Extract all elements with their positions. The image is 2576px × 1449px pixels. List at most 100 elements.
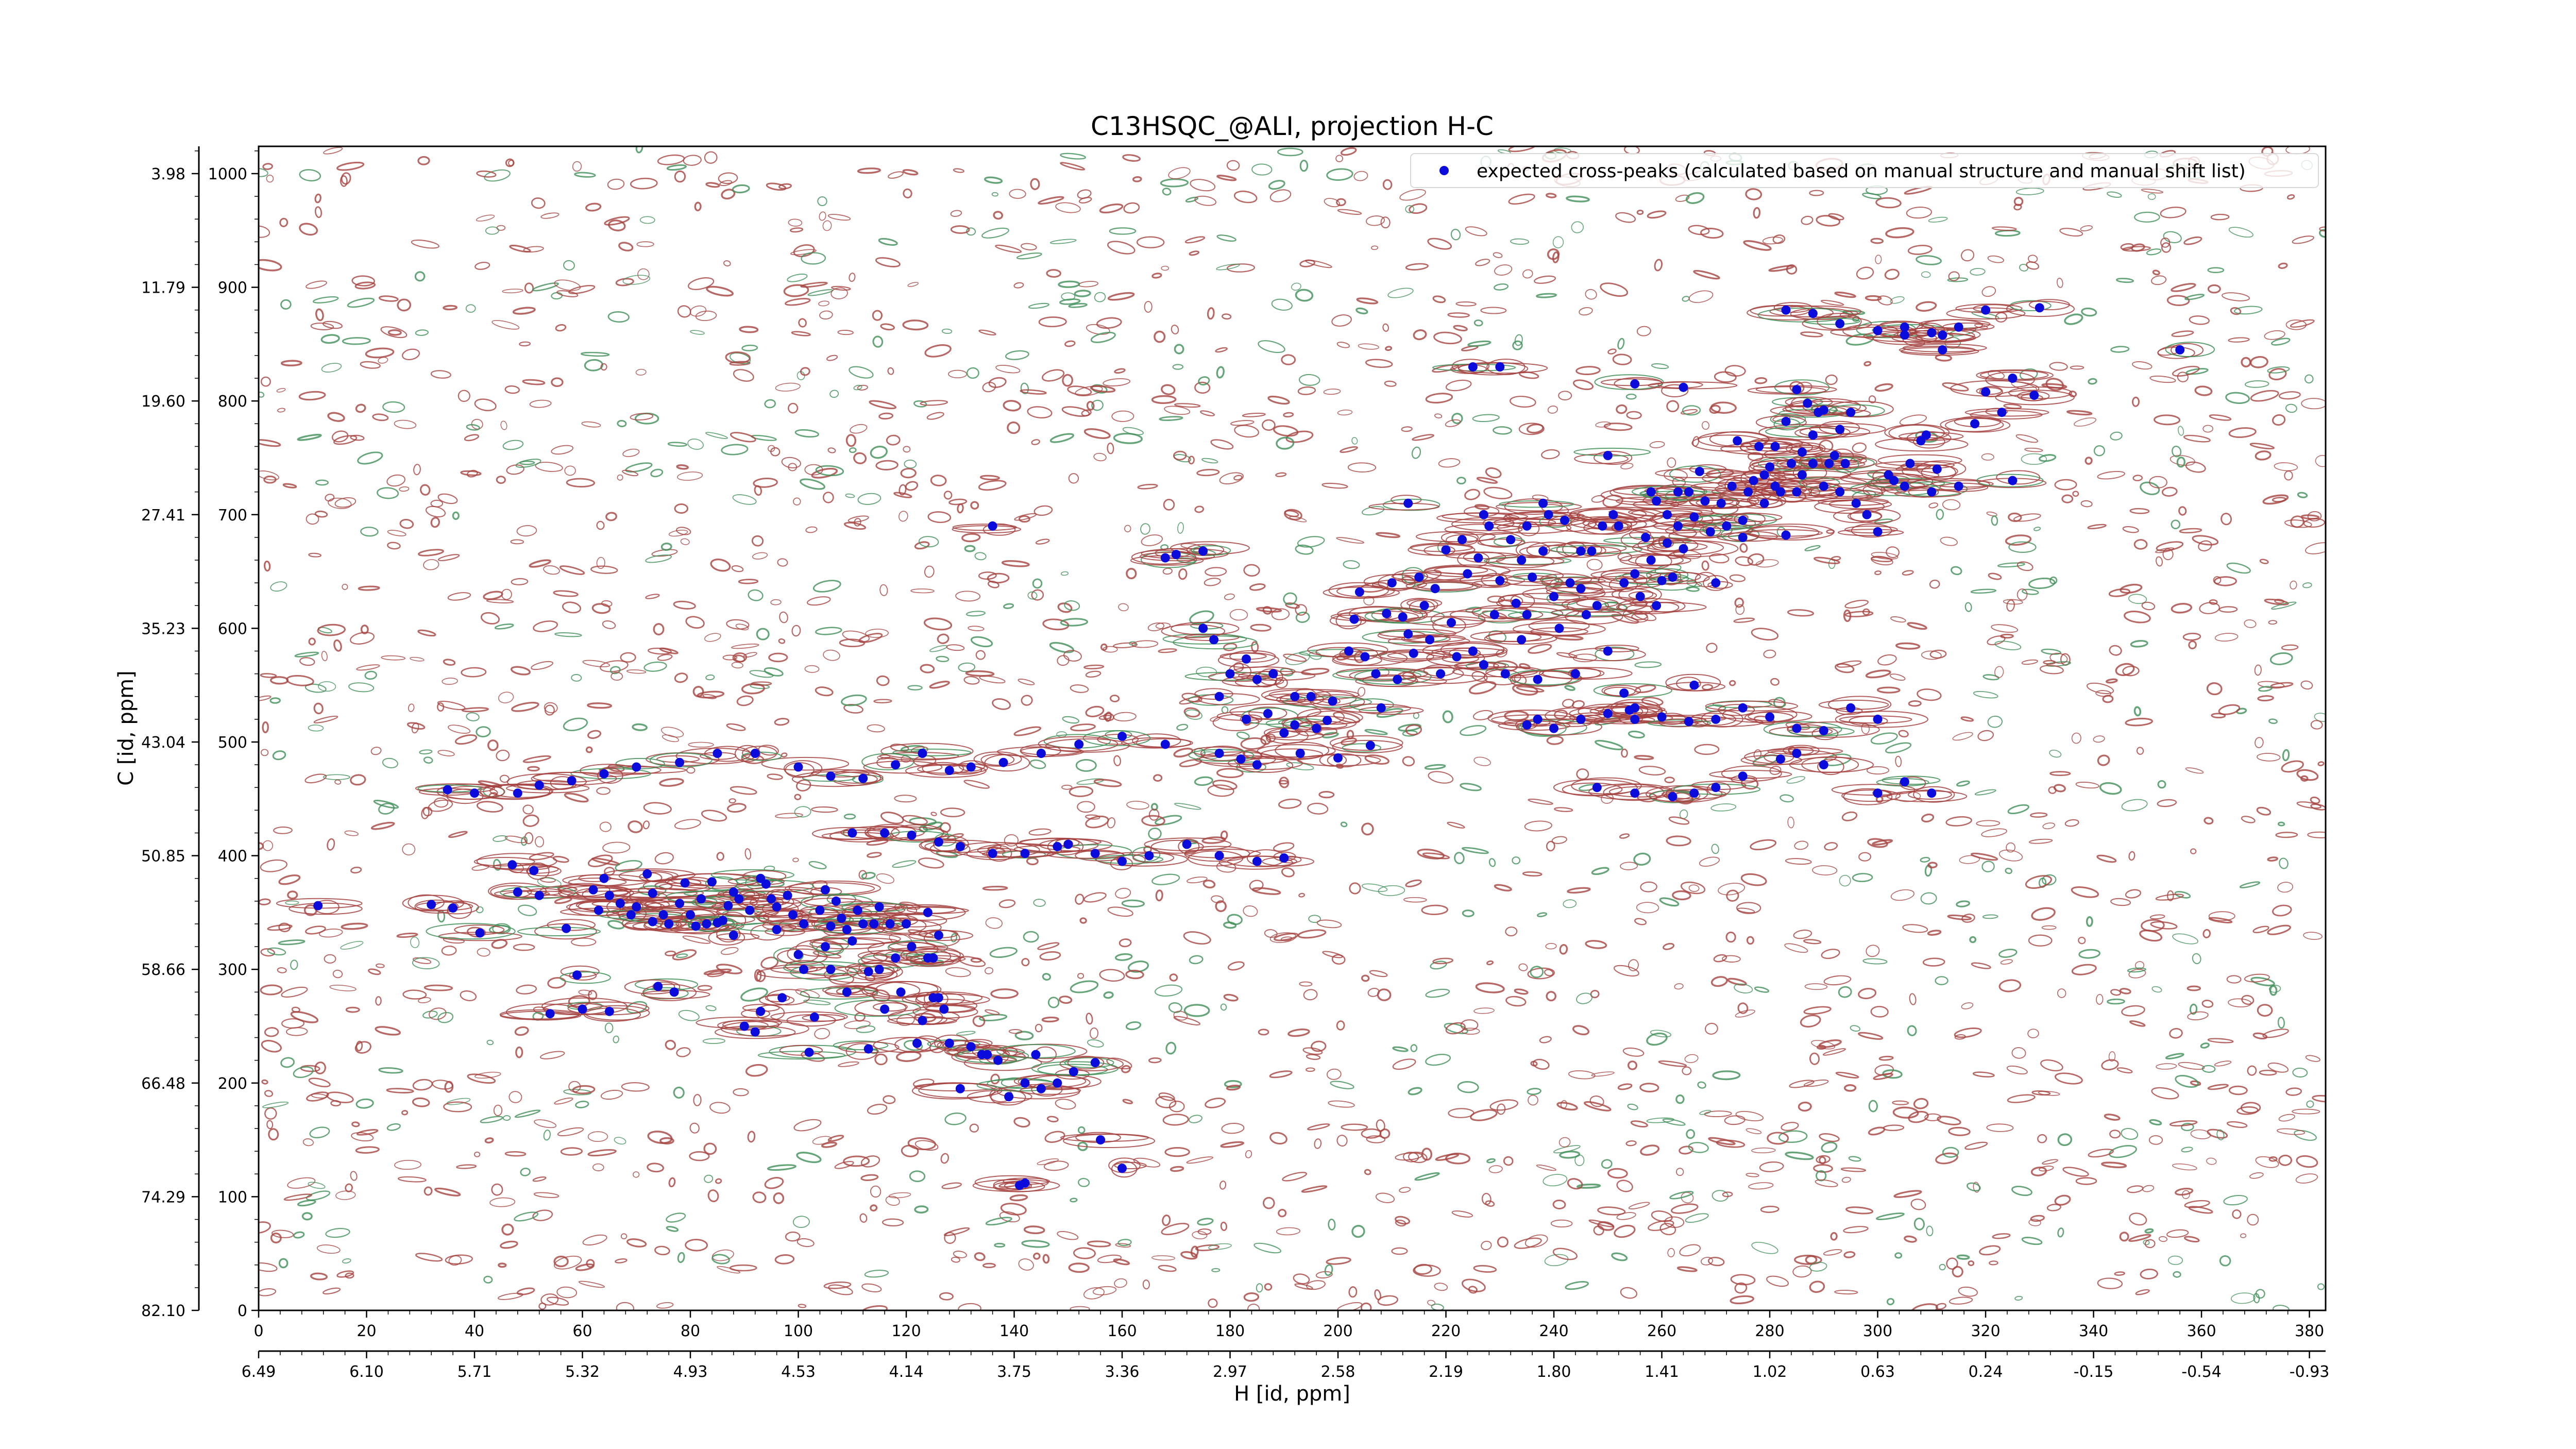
- noise-contour: [2064, 819, 2079, 827]
- cross-peak-point: [1063, 839, 1073, 849]
- noise-contour: [984, 967, 994, 974]
- noise-contour: [2039, 1166, 2054, 1172]
- noise-contour: [551, 445, 574, 455]
- cross-peak-point: [2008, 476, 2018, 485]
- noise-contour: [1486, 960, 1494, 966]
- noise-contour: [1293, 1273, 1310, 1285]
- noise-contour: [2277, 1128, 2306, 1135]
- noise-contour: [1686, 1129, 1696, 1139]
- noise-contour: [511, 578, 529, 585]
- noise-contour: [1299, 159, 1309, 172]
- cross-peak-point: [1819, 405, 1828, 415]
- noise-contour: [1889, 673, 1906, 681]
- noise-contour: [2107, 191, 2122, 198]
- noise-contour: [1735, 1111, 1764, 1121]
- noise-contour: [290, 1011, 319, 1023]
- noise-contour: [900, 467, 917, 479]
- x-index-tick-label: 160: [1107, 1322, 1137, 1340]
- noise-contour: [273, 827, 293, 834]
- noise-contour: [1735, 1009, 1755, 1018]
- noise-contour: [808, 861, 827, 870]
- noise-contour: [970, 957, 982, 963]
- cross-peak-point: [1840, 459, 1850, 468]
- noise-contour: [693, 1094, 702, 1106]
- noise-contour: [1713, 954, 1727, 963]
- cross-peak-point: [1781, 530, 1791, 540]
- noise-contour: [1194, 381, 1211, 394]
- cross-peak-point: [1198, 546, 1208, 556]
- noise-contour: [1981, 828, 2007, 837]
- y-index-tick-label: 400: [218, 848, 247, 866]
- noise-contour: [1987, 715, 2003, 728]
- noise-contour: [2021, 1237, 2043, 1245]
- noise-contour: [1301, 1185, 1328, 1193]
- noise-contour: [2223, 1194, 2248, 1206]
- cross-peak-point: [604, 1006, 614, 1016]
- cross-peak-point: [1851, 498, 1861, 508]
- cross-peak-point: [572, 970, 582, 980]
- noise-contour: [1986, 511, 1997, 517]
- noise-contour: [480, 612, 500, 625]
- noise-contour: [1895, 642, 1921, 650]
- noise-contour: [1748, 1182, 1774, 1190]
- noise-contour: [683, 155, 702, 166]
- cross-peak-point: [1517, 635, 1527, 645]
- cross-peak-point: [858, 919, 868, 929]
- noise-contour: [587, 1149, 617, 1157]
- noise-contour: [1516, 686, 1545, 693]
- noise-contour: [854, 518, 861, 527]
- noise-contour: [2093, 735, 2105, 743]
- noise-contour: [1566, 195, 1590, 203]
- noise-contour: [2172, 365, 2200, 377]
- noise-contour: [1998, 979, 2022, 992]
- noise-contour: [1822, 1048, 1846, 1056]
- noise-contour: [987, 572, 1010, 584]
- noise-contour: [2255, 450, 2272, 461]
- noise-contour: [2129, 1212, 2147, 1226]
- noise-contour: [511, 701, 539, 712]
- cross-peak-point: [1900, 481, 1909, 491]
- cross-peak-point: [1495, 362, 1505, 372]
- noise-contour: [1725, 931, 1736, 943]
- noise-contour: [2134, 961, 2145, 970]
- cross-peak-point: [1403, 498, 1413, 508]
- noise-contour: [1077, 1126, 1086, 1134]
- noise-contour: [1200, 410, 1215, 416]
- cross-peak-point: [1689, 512, 1699, 522]
- noise-contour: [2184, 294, 2205, 300]
- cross-peak-point: [907, 942, 917, 952]
- noise-contour: [764, 667, 784, 677]
- y-ppm-tick-label: 27.41: [141, 507, 185, 525]
- noise-contour: [822, 220, 832, 231]
- x-ppm-tick-label: 1.02: [1753, 1363, 1787, 1381]
- y-ppm-tick-label: 50.85: [141, 848, 185, 866]
- noise-contour: [306, 1190, 331, 1201]
- noise-contour: [1475, 259, 1490, 266]
- noise-contour: [864, 1269, 889, 1278]
- noise-contour: [448, 831, 468, 838]
- cross-peak-point: [1295, 749, 1305, 758]
- cross-peak-point: [1020, 1178, 1030, 1188]
- noise-contour: [1253, 1242, 1282, 1254]
- x-index-tick-label: 180: [1215, 1322, 1245, 1340]
- noise-contour: [2157, 780, 2166, 789]
- noise-contour: [2019, 263, 2028, 272]
- noise-contour: [1451, 413, 1463, 425]
- cross-peak-point: [793, 762, 803, 772]
- noise-contour: [345, 1183, 353, 1192]
- y-index-tick-label: 100: [218, 1188, 247, 1206]
- noise-contour: [1988, 572, 2002, 580]
- noise-contour: [1544, 969, 1554, 976]
- noise-contour: [647, 1162, 664, 1173]
- noise-contour: [263, 560, 271, 572]
- noise-contour: [2244, 380, 2269, 388]
- noise-contour: [826, 355, 838, 361]
- noise-contour: [1659, 897, 1680, 907]
- noise-contour: [2006, 842, 2015, 853]
- noise-contour: [2140, 481, 2160, 495]
- noise-contour: [1505, 996, 1527, 1007]
- noise-contour: [1364, 729, 1388, 735]
- noise-contour: [417, 629, 436, 637]
- noise-contour: [1021, 1240, 1050, 1248]
- noise-contour: [1894, 1252, 1903, 1259]
